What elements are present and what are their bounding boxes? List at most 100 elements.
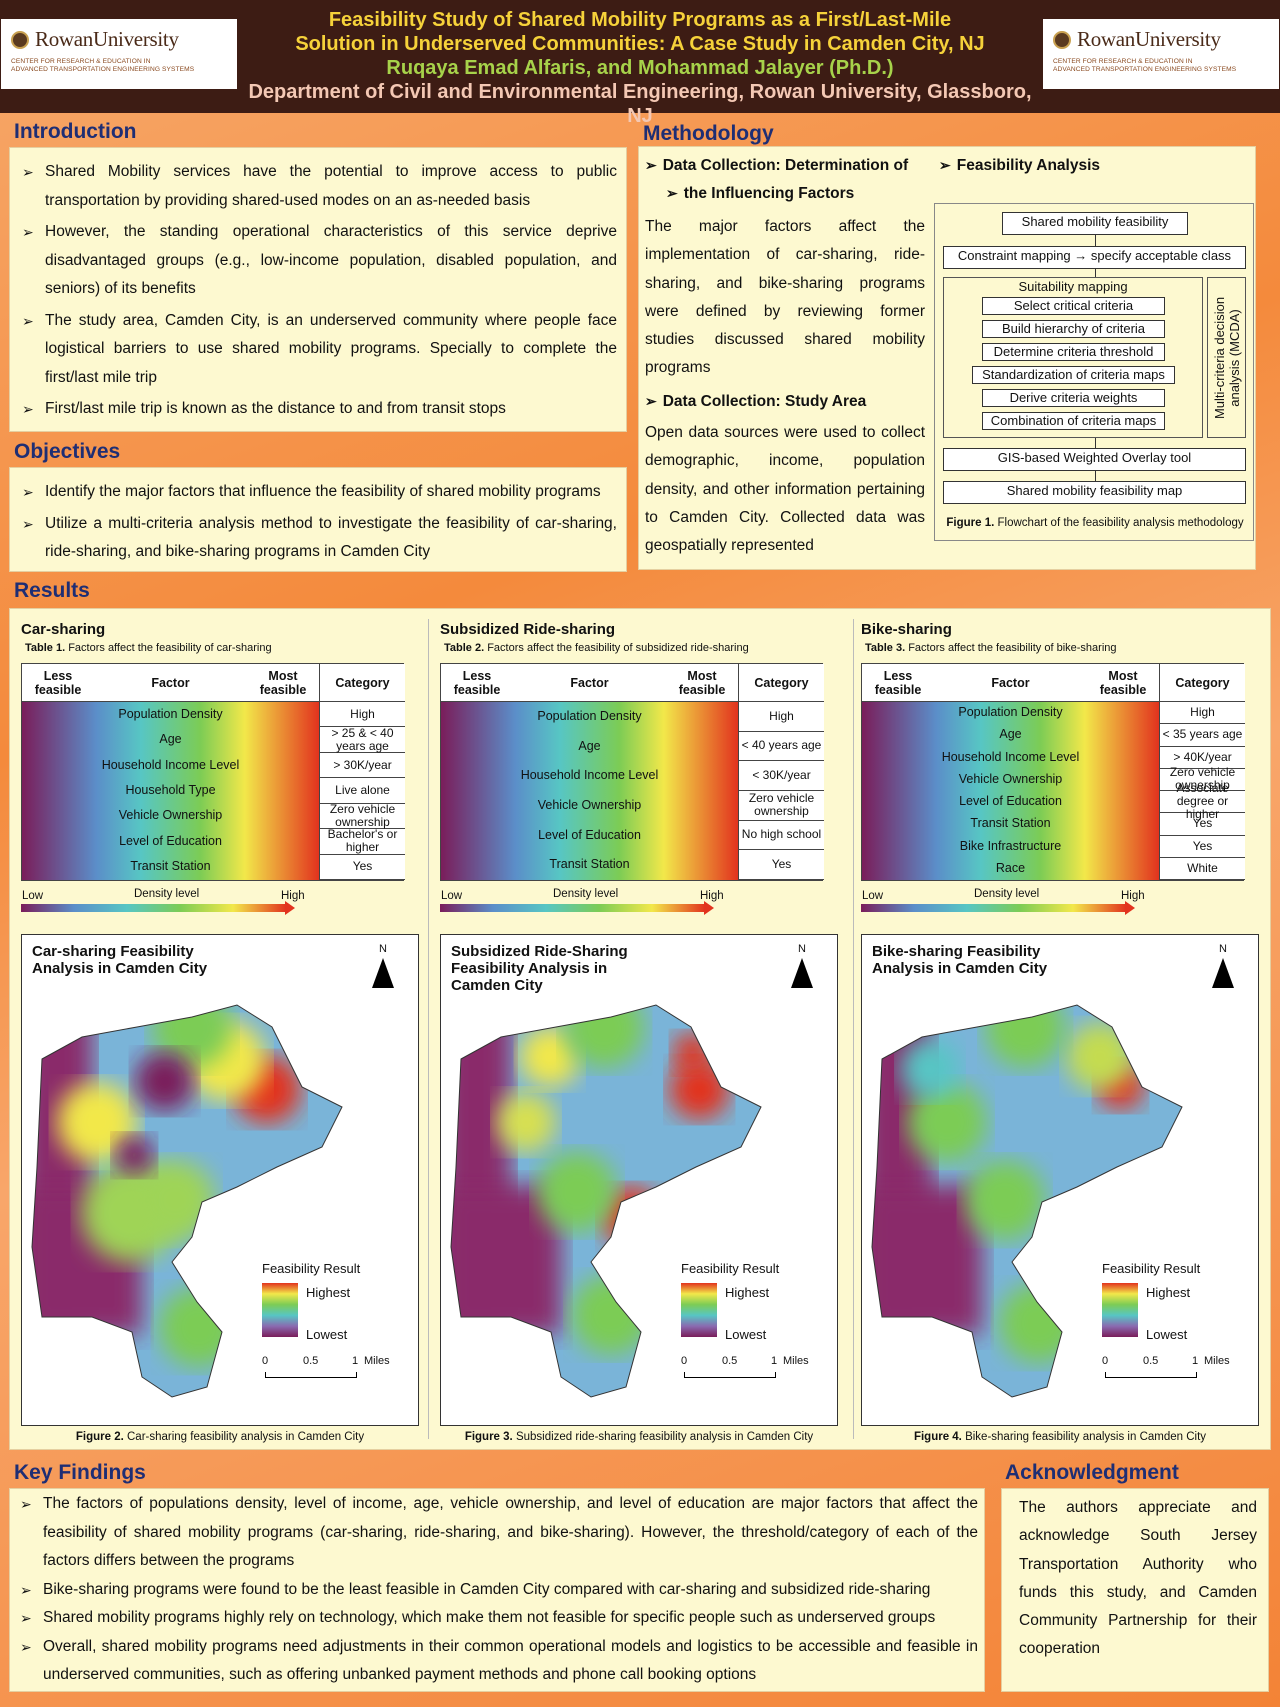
rowan-logo-right: RowanUniversity CENTER FOR RESEARCH & ED… xyxy=(1043,19,1279,89)
factors-table: Less feasible Factor Most feasible Populati… xyxy=(440,663,824,881)
factor-label: Household Income Level xyxy=(520,768,659,783)
category-cell: Bachelor's or higher xyxy=(320,828,405,855)
dc-area-heading: Data Collection: Study Area xyxy=(645,387,867,416)
heat-blob xyxy=(519,1026,580,1087)
factor-label: Household Income Level xyxy=(101,757,240,772)
flow-box: GIS-based Weighted Overlay tool xyxy=(943,448,1246,471)
factor-label: Level of Education xyxy=(119,833,222,848)
heat-blob xyxy=(998,1283,1079,1364)
category-cell: High xyxy=(320,702,405,728)
density-scale-bar xyxy=(440,901,714,915)
fa-heading: Feasibility Analysis xyxy=(939,151,1100,180)
results-column-1: Car-sharing Table 1. Factors affect the f… xyxy=(20,609,420,1449)
poster-header: RowanUniversity CENTER FOR RESEARCH & ED… xyxy=(0,0,1280,127)
factor-label: Race xyxy=(995,860,1026,875)
rowan-seal-icon xyxy=(1053,30,1071,49)
category-column: Category High < 35 years age > 40K/year Zero… xyxy=(1159,664,1245,880)
suitability-group: Suitability mapping Select critical crit… xyxy=(943,277,1203,438)
heat-blob xyxy=(114,1135,155,1176)
flow-box: Build hierarchy of criteria xyxy=(982,320,1165,338)
map-legend: Feasibility Result xyxy=(681,1261,780,1276)
factors-table: Less feasible Factor Most feasible Populati… xyxy=(861,663,1245,881)
acknowledgment-heading: Acknowledgment xyxy=(1005,1461,1179,1484)
introduction-bullets: Shared Mobility services have the potent… xyxy=(16,158,617,424)
scale-bar xyxy=(684,1372,776,1378)
category-cell: Live alone xyxy=(320,778,405,804)
heat-blob xyxy=(564,1005,645,1068)
flow-box: Standardization of criteria maps xyxy=(972,366,1175,384)
category-cell: High xyxy=(1160,702,1245,725)
factor-label: Transit Station xyxy=(130,859,211,874)
factor-label: Level of Education xyxy=(538,827,641,842)
factor-label: Bike Infrastructure xyxy=(959,838,1062,853)
rowan-seal-icon xyxy=(11,30,29,49)
figure-caption: Figure 4. Bike-sharing feasibility analy… xyxy=(913,1431,1207,1443)
legend-gradient xyxy=(681,1283,717,1337)
department: Department of Civil and Environmental En… xyxy=(248,81,1032,127)
list-item: Shared Mobility services have the potent… xyxy=(16,158,617,215)
factor-label: Transit Station xyxy=(970,816,1051,831)
table-caption: Table 2. Factors affect the feasibility … xyxy=(444,642,749,654)
methodology-heading: Methodology xyxy=(643,122,774,145)
category-cell: > 25 & < 40 years age xyxy=(320,726,405,753)
map-legend: Feasibility Result xyxy=(1102,1261,1201,1276)
factors-table: Less feasible Factor Most feasible Populati… xyxy=(21,663,405,881)
factor-label: Vehicle Ownership xyxy=(118,808,223,823)
figure1-caption: Figure 1. Flowchart of the feasibility a… xyxy=(946,517,1244,529)
dc-area-text: Open data sources were used to collect d… xyxy=(645,424,925,555)
city-boundary xyxy=(450,1004,762,1398)
heat-blob xyxy=(907,1082,987,1163)
heat-blob xyxy=(537,1152,617,1232)
list-item: Bike-sharing programs were found to be t… xyxy=(14,1576,978,1605)
map-title: Subsidized Ride-Sharing Feasibility Anal… xyxy=(451,943,628,994)
factor-label: Age xyxy=(159,732,182,747)
category-cell: Yes xyxy=(320,855,405,880)
heat-blob xyxy=(158,1287,239,1368)
category-cell: < 35 years age xyxy=(1160,724,1245,747)
results-heading: Results xyxy=(14,579,90,602)
heat-blob xyxy=(571,1275,651,1355)
north-label: N xyxy=(798,943,806,955)
category-cell: Zero vehicle ownership xyxy=(1160,766,1245,792)
heat-blob xyxy=(964,1160,1045,1241)
heat-blob xyxy=(135,1160,215,1241)
objectives-heading: Objectives xyxy=(14,440,121,463)
camden-heatmap xyxy=(31,1004,343,1398)
scale-bar xyxy=(1105,1372,1197,1378)
table-caption: Table 1. Factors affect the feasibility … xyxy=(25,642,272,654)
list-item: Identify the major factors that influenc… xyxy=(16,478,617,507)
panel-title: Car-sharing xyxy=(21,621,106,638)
dc-factors-text: The major factors affect the implementat… xyxy=(645,218,925,377)
introduction-heading: Introduction xyxy=(14,120,137,143)
list-item: However, the standing operational charac… xyxy=(16,218,617,304)
heat-blob xyxy=(900,1039,960,1099)
heat-blob xyxy=(985,1005,1066,1068)
feasibility-map: Car-sharing Feasibility Analysis in Camd… xyxy=(21,934,419,1426)
panel-title: Subsidized Ride-sharing xyxy=(440,621,616,638)
north-arrow-icon xyxy=(791,958,813,988)
category-column: Category High < 40 years age < 30K/year Zero… xyxy=(738,664,824,880)
factor-label: Transit Station xyxy=(549,857,630,872)
flow-box: Combination of criteria maps xyxy=(982,412,1165,430)
table-caption: Table 3. Factors affect the feasibility … xyxy=(865,642,1117,654)
flow-box: Constraint mapping → specify acceptable … xyxy=(943,246,1246,269)
flow-box: Determine criteria threshold xyxy=(982,343,1165,361)
north-arrow-icon xyxy=(1212,958,1234,988)
map-legend: Feasibility Result xyxy=(262,1261,361,1276)
objectives-panel: Identify the major factors that influenc… xyxy=(9,467,627,572)
list-item: The study area, Camden City, is an under… xyxy=(16,307,617,393)
category-cell: Yes xyxy=(1160,836,1245,858)
category-cell: > 40K/year xyxy=(1160,747,1245,769)
category-cell: Yes xyxy=(1160,813,1245,836)
city-boundary xyxy=(871,1004,1183,1398)
legend-gradient xyxy=(262,1283,298,1337)
list-item: The factors of populations density, leve… xyxy=(14,1490,978,1576)
factor-gradient xyxy=(22,702,319,880)
camden-heatmap xyxy=(871,1004,1183,1398)
factor-gradient xyxy=(441,702,738,880)
heat-blob xyxy=(672,1032,713,1073)
category-cell: Associate degree or higher xyxy=(1160,782,1245,821)
category-cell: < 40 years age xyxy=(739,732,824,762)
factor-label: Age xyxy=(999,727,1022,742)
north-arrow-icon xyxy=(372,958,394,988)
